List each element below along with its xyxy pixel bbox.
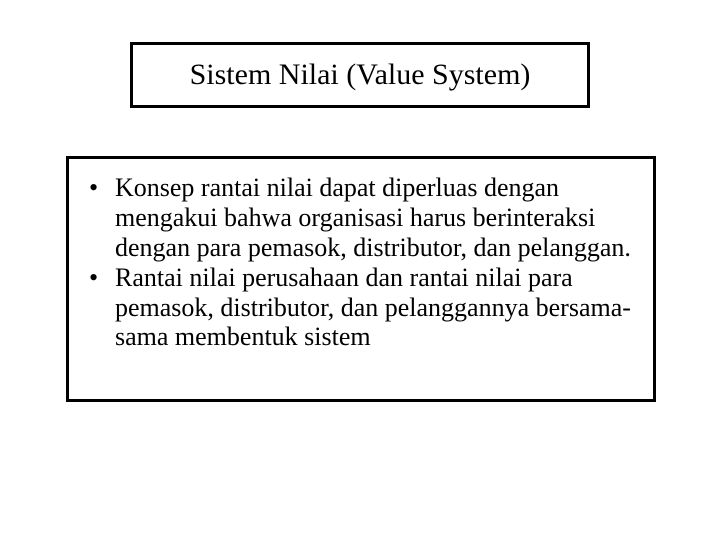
slide-title: Sistem Nilai (Value System): [190, 58, 531, 92]
bullet-text: Konsep rantai nilai dapat diperluas deng…: [115, 173, 635, 263]
bullet-icon: •: [87, 263, 115, 293]
body-box: • Konsep rantai nilai dapat diperluas de…: [66, 156, 656, 402]
bullet-text: Rantai nilai perusahaan dan rantai nilai…: [115, 263, 635, 353]
list-item: • Konsep rantai nilai dapat diperluas de…: [87, 173, 635, 263]
bullet-icon: •: [87, 173, 115, 203]
list-item: • Rantai nilai perusahaan dan rantai nil…: [87, 263, 635, 353]
bullet-list: • Konsep rantai nilai dapat diperluas de…: [87, 173, 635, 352]
title-box: Sistem Nilai (Value System): [130, 42, 590, 108]
